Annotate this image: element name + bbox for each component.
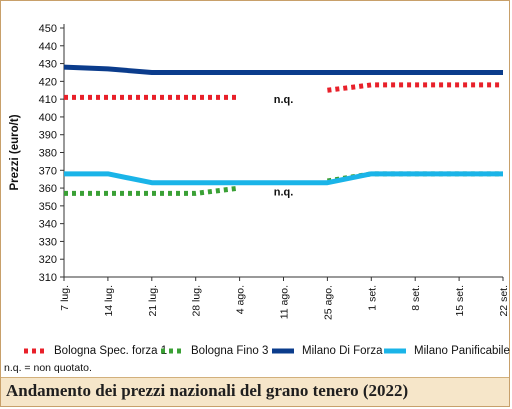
y-tick-label: 430 [39,59,57,71]
annotation-nq: n.q. [274,94,294,106]
y-tick-label: 370 [39,165,57,177]
legend-item-bologna-fino-3: Bologna Fino 3 [159,340,268,362]
legend-label: Milano Panificabile [414,345,510,357]
x-tick-label: 15 set. [454,285,466,317]
y-tick-label: 400 [39,112,57,124]
x-tick-label: 14 lug. [103,285,115,317]
series-line-2 [63,64,503,75]
x-tick-label: 21 lug. [147,285,159,317]
legend-swatch-milano-di-forza [272,348,294,354]
y-tick-label: 420 [39,76,57,88]
series-line-0 [327,82,503,93]
y-tick-label: 440 [39,41,57,53]
y-axis-label: Prezzi (euro/t) [9,114,21,190]
x-tick-label: 1 set. [366,285,378,311]
x-tick-label: 25 ago. [322,285,334,320]
legend-label: Bologna Spec. forza 1 [54,345,168,357]
legend-label: Milano Di Forza [302,345,383,357]
y-tick-label: 350 [39,201,57,213]
x-tick-label: 22 set. [498,285,510,317]
y-tick-label: 330 [39,236,57,248]
legend-swatch-bologna-spec-forza-1 [24,348,46,354]
x-tick-label: 8 set. [410,285,422,311]
series-line-1 [64,185,240,196]
legend-item-milano-panificabile: Milano Panificabile [382,340,510,362]
y-tick-label: 340 [39,219,57,231]
legend: Bologna Spec. forza 1 Bologna Fino 3 Mil… [0,340,512,362]
y-tick-label: 390 [39,130,57,142]
y-tick-label: 360 [39,183,57,195]
y-tick-label: 410 [39,94,57,106]
y-tick-label: 450 [39,23,57,35]
footnote: n.q. = non quotato. [4,362,92,374]
series-line-3 [64,171,503,186]
legend-item-bologna-spec-forza-1: Bologna Spec. forza 1 [22,340,167,362]
x-tick-label: 11 ago. [279,285,291,319]
x-tick-label: 7 lug. [59,285,71,311]
legend-item-milano-di-forza: Milano Di Forza [270,340,383,362]
legend-swatch-milano-panificabile [384,348,406,354]
legend-label: Bologna Fino 3 [191,345,269,357]
price-line-chart: 310 320 330 340 350 360 370 380 390 400 410 420 430 4… [9,23,510,320]
x-tick-label: 4 ago. [235,285,247,314]
y-tick-label: 320 [39,254,57,266]
chart-title: Andamento dei prezzi nazionali del grano… [6,381,409,400]
x-tick-label: 28 lug. [191,285,203,317]
title-bar: Andamento dei prezzi nazionali del grano… [1,377,509,406]
y-tick-label: 380 [39,148,57,160]
annotation-nq: n.q. [274,187,294,199]
chart-area: 310 320 330 340 350 360 370 380 390 400 410 420 430 4… [9,23,510,320]
legend-swatch-bologna-fino-3 [161,348,183,354]
y-tick-label: 310 [39,272,57,284]
